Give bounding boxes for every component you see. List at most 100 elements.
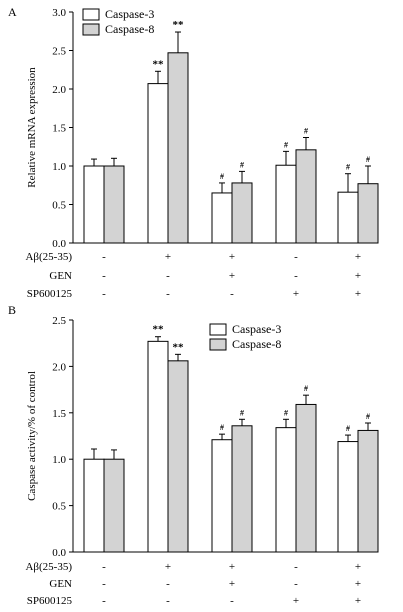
bar-caspase-3-group-2 xyxy=(147,83,169,244)
treatment-symbol: - xyxy=(102,251,106,263)
treatment-symbol: + xyxy=(165,251,171,263)
chart-panel-b: B 0.0 0.5 1.0 1.5 2.0 2.5 Caspase activity/% of… xyxy=(8,303,379,607)
treatment-label: SP600125 xyxy=(27,595,73,607)
significance-mark: ** xyxy=(173,19,185,31)
bar-caspase-3-group-1 xyxy=(83,458,105,553)
treatment-symbol: + xyxy=(355,595,361,607)
bar-caspase-8-group-3 xyxy=(231,182,253,244)
treatment-symbol: + xyxy=(165,561,171,573)
legend-swatch-caspase-3 xyxy=(82,8,100,21)
treatment-symbol: + xyxy=(293,288,299,300)
bar-caspase-3-group-4 xyxy=(275,427,297,553)
legend-swatch-caspase-8 xyxy=(82,23,100,36)
panel-label: A xyxy=(8,5,17,19)
significance-mark: # xyxy=(240,408,244,417)
y-tick-label: 2.5 xyxy=(52,315,66,327)
bar-caspase-3-group-2 xyxy=(147,340,169,553)
y-tick-label: 0.5 xyxy=(52,200,66,212)
bar-caspase-3-group-1 xyxy=(83,165,105,244)
treatment-symbol: + xyxy=(229,270,235,282)
treatment-symbol: - xyxy=(102,270,106,282)
significance-mark: ** xyxy=(153,58,165,70)
treatment-label: GEN xyxy=(49,270,72,282)
y-tick-label: 3.0 xyxy=(52,7,66,19)
treatment-symbol: - xyxy=(102,578,106,590)
chart-panel-a: A 0.0 0.5 1.0 1.5 2.0 2.5 3.0 Relative mRNA expr… xyxy=(8,5,379,300)
bar-caspase-8-group-5 xyxy=(357,429,379,553)
treatment-label: GEN xyxy=(49,578,72,590)
y-tick-label: 1.0 xyxy=(52,454,66,466)
y-tick-label: 1.5 xyxy=(52,123,66,135)
treatment-symbol: - xyxy=(166,595,170,607)
significance-mark: # xyxy=(240,160,244,169)
bar-caspase-8-group-2 xyxy=(167,360,189,553)
legend-swatch-caspase-8 xyxy=(209,338,227,351)
legend-label: Caspase-3 xyxy=(105,7,154,21)
treatment-symbol: + xyxy=(355,270,361,282)
y-tick-label: 2.5 xyxy=(52,46,66,58)
treatment-symbol: - xyxy=(294,561,298,573)
y-tick-label: 2.0 xyxy=(52,361,66,373)
significance-mark: ** xyxy=(153,324,165,336)
y-tick-label: 0.0 xyxy=(52,238,66,250)
bar-caspase-3-group-5 xyxy=(337,441,359,553)
legend-label: Caspase-8 xyxy=(232,337,281,351)
treatment-symbol: + xyxy=(293,595,299,607)
treatment-symbol: - xyxy=(166,270,170,282)
y-tick-label: 1.0 xyxy=(52,161,66,173)
treatment-symbol: + xyxy=(229,578,235,590)
treatment-symbol: + xyxy=(355,251,361,263)
y-axis-label: Caspase activity/% of control xyxy=(26,371,38,501)
bar-caspase-3-group-3 xyxy=(211,192,233,244)
treatment-symbol: - xyxy=(102,595,106,607)
treatment-label: Aβ(25-35) xyxy=(25,561,72,573)
significance-mark: ** xyxy=(173,341,185,353)
treatment-symbol: - xyxy=(230,288,234,300)
significance-mark: # xyxy=(284,408,288,417)
treatment-symbol: - xyxy=(166,288,170,300)
treatment-symbol: + xyxy=(355,561,361,573)
legend-label: Caspase-3 xyxy=(232,322,281,336)
bar-caspase-8-group-5 xyxy=(357,183,379,244)
bar-caspase-8-group-4 xyxy=(295,403,317,553)
treatment-symbol: - xyxy=(102,288,106,300)
y-tick-label: 2.0 xyxy=(52,84,66,96)
significance-mark: # xyxy=(284,140,288,149)
bar-caspase-8-group-4 xyxy=(295,149,317,244)
treatment-symbol: - xyxy=(166,578,170,590)
treatment-symbol: - xyxy=(102,561,106,573)
treatment-symbol: + xyxy=(229,561,235,573)
bar-caspase-8-group-2 xyxy=(167,52,189,244)
panel-label: B xyxy=(8,303,16,317)
treatment-label: SP600125 xyxy=(27,288,73,300)
y-tick-label: 0.0 xyxy=(52,547,66,559)
y-tick-label: 1.5 xyxy=(52,408,66,420)
y-axis-label: Relative mRNA expression xyxy=(26,67,38,188)
y-tick-label: 0.5 xyxy=(52,501,66,513)
significance-mark: # xyxy=(366,155,370,164)
treatment-symbol: - xyxy=(294,578,298,590)
bar-caspase-8-group-3 xyxy=(231,425,253,553)
significance-mark: # xyxy=(346,163,350,172)
significance-mark: # xyxy=(220,423,224,432)
treatment-label: Aβ(25-35) xyxy=(25,251,72,263)
treatment-symbol: - xyxy=(294,270,298,282)
treatment-symbol: + xyxy=(355,288,361,300)
bar-caspase-8-group-1 xyxy=(103,458,125,553)
treatment-symbol: + xyxy=(229,251,235,263)
legend-label: Caspase-8 xyxy=(105,22,154,36)
bar-caspase-3-group-5 xyxy=(337,191,359,244)
significance-mark: # xyxy=(220,172,224,181)
bar-caspase-3-group-4 xyxy=(275,164,297,244)
significance-mark: # xyxy=(366,412,370,421)
bar-caspase-8-group-1 xyxy=(103,165,125,244)
significance-mark: # xyxy=(304,384,308,393)
significance-mark: # xyxy=(304,127,308,136)
significance-mark: # xyxy=(346,424,350,433)
treatment-symbol: - xyxy=(294,251,298,263)
bar-caspase-3-group-3 xyxy=(211,439,233,553)
treatment-symbol: + xyxy=(355,578,361,590)
treatment-symbol: - xyxy=(230,595,234,607)
legend-swatch-caspase-3 xyxy=(209,323,227,336)
